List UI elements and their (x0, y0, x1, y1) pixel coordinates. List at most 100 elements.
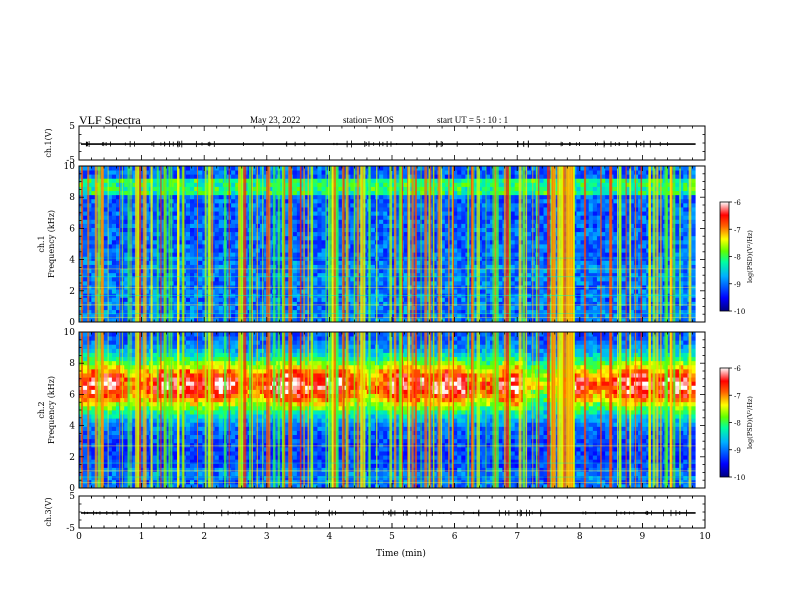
spectrogram-cell (354, 248, 359, 253)
spectrogram-cell (531, 178, 536, 183)
spectrogram-cell (325, 198, 331, 204)
spectrogram-cell (420, 223, 425, 228)
spectrogram-cell (440, 264, 446, 270)
spectrogram-cell (448, 219, 454, 224)
spectrogram-cell (111, 268, 117, 274)
spectrogram-cell (539, 285, 544, 290)
spectrogram-cell (87, 313, 92, 319)
spectrogram-cell (321, 317, 327, 323)
spectrogram-cell (83, 202, 88, 208)
spectrogram-cell (124, 297, 129, 302)
spectrogram-cell (473, 244, 479, 249)
spectrogram-cell (576, 305, 581, 311)
spectrogram-cell (198, 231, 203, 237)
spectrogram-cell (543, 276, 549, 282)
spectrogram-cell (539, 194, 544, 200)
spectrogram-cell (448, 256, 454, 261)
spectrogram-cell (350, 207, 355, 212)
spectrogram-cell (292, 182, 298, 187)
spectrogram-cell (522, 305, 528, 311)
spectrogram-cell (144, 252, 150, 257)
spectrogram-cell (185, 256, 191, 261)
spectrogram-cell (453, 239, 458, 245)
spectrogram-cell (296, 182, 302, 187)
spectrogram-cell (321, 268, 327, 274)
spectrogram-cell (379, 272, 384, 278)
spectrogram-cell (395, 317, 401, 323)
spectrogram-cell (584, 235, 590, 241)
spectrogram-cell (457, 202, 462, 208)
spectrogram-cell (498, 231, 503, 237)
spectrogram-cell (305, 166, 310, 171)
spectrogram-cell (132, 231, 137, 237)
spectrogram-cell (350, 268, 355, 274)
spectrogram-cell (588, 178, 594, 183)
spectrogram-cell (111, 190, 117, 196)
spectrogram-cell (194, 231, 199, 237)
spectrogram-cell (313, 313, 318, 319)
spectrogram-cell (198, 260, 203, 265)
spectrogram-cell (547, 301, 553, 306)
spectrogram-cell (111, 256, 117, 261)
spectrogram-cell (440, 202, 446, 208)
spectrogram-cell (473, 272, 479, 278)
spectrogram-cell (321, 244, 327, 249)
spectrogram-cell (317, 248, 322, 253)
spectrogram-cell (91, 272, 96, 278)
spectrogram-cell (251, 215, 257, 220)
spectrogram-cell (132, 301, 137, 306)
spectrogram-cell (95, 211, 100, 216)
spectrogram-cell (547, 260, 553, 265)
spectrogram-cell (461, 211, 466, 216)
spectrogram-cell (107, 235, 113, 241)
spectrogram-cell (198, 202, 203, 208)
spectrogram-cell (383, 194, 388, 200)
spectrogram-cell (354, 317, 359, 323)
spectrogram-cell (214, 235, 220, 241)
spectrogram-cell (157, 190, 162, 196)
spectrogram-cell (296, 223, 302, 228)
spectrogram-cell (313, 211, 318, 216)
spectrogram-cell (510, 178, 516, 183)
spectrogram-cell (416, 309, 421, 315)
spectrogram-cell (313, 239, 318, 245)
spectrogram-cell (510, 231, 516, 237)
spectrogram-cell (321, 207, 327, 212)
spectrogram-cell (416, 280, 421, 286)
spectrogram-cell (231, 207, 236, 212)
spectrogram-cell (317, 297, 322, 302)
spectrogram-cell (547, 317, 553, 323)
spectrogram-cell (522, 289, 528, 294)
spectrogram-cell (259, 194, 265, 200)
spectrogram-cell (218, 280, 224, 286)
spectrogram-cell (292, 239, 298, 245)
spectrogram-cell (305, 194, 310, 200)
spectrogram-cell (218, 313, 224, 319)
spectrogram-cell (395, 239, 401, 245)
spectrogram-cell (391, 289, 396, 294)
spectrogram-cell (403, 215, 409, 220)
spectrogram-cell (198, 305, 203, 311)
spectrogram-cell (235, 235, 240, 241)
spectrogram-cell (588, 309, 594, 315)
spectrogram-cell (576, 317, 581, 323)
spectrogram-cell (514, 280, 520, 286)
spectrogram-cell (173, 260, 179, 265)
spectrogram-cell (189, 268, 195, 274)
spectrogram-cell (354, 178, 359, 183)
spectrogram-cell (194, 182, 199, 187)
spectrogram-cell (255, 313, 261, 319)
spectrogram-cell (547, 313, 553, 319)
spectrogram-cell (477, 305, 483, 311)
spectrogram-cell (165, 239, 170, 245)
spectrogram-cell (235, 207, 240, 212)
spectrogram-cell (107, 264, 113, 270)
spectrogram-cell (592, 252, 598, 257)
spectrogram-cell (95, 223, 100, 228)
spectrogram-cell (305, 256, 310, 261)
spectrogram-cell (535, 244, 540, 249)
spectrogram-cell (144, 207, 150, 212)
spectrogram-cell (305, 301, 310, 306)
spectrogram-cell (383, 235, 388, 241)
spectrogram-cell (161, 305, 166, 311)
